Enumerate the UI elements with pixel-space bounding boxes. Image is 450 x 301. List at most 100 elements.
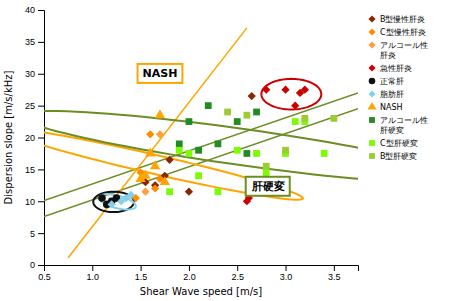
point xyxy=(98,194,106,202)
ellipse xyxy=(44,129,303,200)
annotations: NASH 肝硬変 xyxy=(138,64,290,196)
point xyxy=(244,150,251,157)
tick-mark xyxy=(189,265,190,271)
point xyxy=(301,86,309,94)
point xyxy=(146,130,154,138)
tick: 3.0 xyxy=(280,265,293,282)
legend-item: B型肝硬変 xyxy=(369,152,417,161)
legend-marker xyxy=(368,28,375,35)
tick-mark xyxy=(286,265,287,271)
trend-line xyxy=(68,28,247,258)
point xyxy=(263,169,270,176)
point xyxy=(176,147,183,154)
ellipse xyxy=(44,111,358,183)
annotation: NASH xyxy=(138,64,183,83)
legend-label: C型肝硬変 xyxy=(380,139,418,148)
annotation-box xyxy=(246,177,290,196)
y-axis: 0510152025303540 xyxy=(25,5,45,270)
tick-label: 3.5 xyxy=(328,272,341,282)
legend-marker xyxy=(369,140,375,146)
tick: 1.0 xyxy=(87,265,100,282)
point xyxy=(127,191,135,199)
tick: 2.5 xyxy=(231,265,244,282)
point xyxy=(185,188,193,196)
tick-label: 25 xyxy=(25,101,35,111)
point xyxy=(160,176,170,185)
point xyxy=(215,188,222,195)
legend-label: 急性肝炎 xyxy=(379,64,412,73)
tick-label: 1.0 xyxy=(87,272,100,282)
series xyxy=(176,102,260,157)
point xyxy=(281,86,289,94)
annotation-text: NASH xyxy=(143,67,178,80)
point xyxy=(205,102,212,109)
point xyxy=(140,170,150,179)
tick: 3.5 xyxy=(328,265,341,282)
legend-marker xyxy=(368,102,377,110)
plot-area xyxy=(44,28,358,258)
legend-marker xyxy=(368,41,375,48)
tick-label: 0.5 xyxy=(38,272,51,282)
legend-label: B型肝硬変 xyxy=(380,152,418,161)
tick-mark xyxy=(38,106,44,107)
tick-mark xyxy=(38,74,44,75)
tick: 10 xyxy=(25,197,44,207)
axis-line xyxy=(38,11,45,266)
series xyxy=(166,118,327,195)
legend-label: アルコール性肝炎 xyxy=(380,41,428,60)
point xyxy=(215,140,222,147)
point xyxy=(292,118,299,125)
point xyxy=(186,150,193,157)
legend-marker xyxy=(368,15,375,22)
legend-item: C型慢性肝炎 xyxy=(368,28,425,37)
tick-label: 10 xyxy=(25,197,35,207)
legend-label: NASH xyxy=(380,103,403,112)
tick-label: 2.5 xyxy=(231,272,244,282)
x-axis-title: Shear Wave speed [m/s] xyxy=(140,286,262,297)
point xyxy=(151,184,159,192)
legend-marker xyxy=(368,64,375,71)
tick-mark xyxy=(38,169,44,170)
point xyxy=(262,86,270,94)
series xyxy=(132,130,164,202)
point xyxy=(253,109,260,116)
annotation-box xyxy=(138,64,183,83)
point xyxy=(156,130,164,138)
legend-item: アルコール性肝硬変 xyxy=(369,116,428,135)
legend-label: 脂肪肝 xyxy=(380,90,404,99)
tick-mark xyxy=(38,10,44,11)
legend: B型慢性肝炎C型慢性肝炎アルコール性肝炎急性肝炎正常肝脂肪肝NASHアルコール性… xyxy=(368,15,428,161)
tick-mark xyxy=(237,265,238,271)
tick: 35 xyxy=(25,37,44,47)
tick-label: 40 xyxy=(25,5,35,15)
tick: 0.5 xyxy=(38,265,51,282)
series xyxy=(98,194,120,208)
tick-mark xyxy=(38,265,44,266)
point xyxy=(321,150,328,157)
legend-label: アルコール性肝硬変 xyxy=(380,116,428,135)
tick-mark xyxy=(38,201,44,202)
point xyxy=(282,147,289,154)
tick: 0 xyxy=(30,260,44,270)
tick: 25 xyxy=(25,101,44,111)
tick-label: 3.0 xyxy=(280,272,293,282)
tick-mark xyxy=(38,138,44,139)
point xyxy=(330,115,337,122)
tick-label: 5 xyxy=(30,229,35,239)
legend-item: C型肝硬変 xyxy=(369,139,418,148)
legend-marker xyxy=(369,153,375,159)
legend-item: 急性肝炎 xyxy=(368,64,412,73)
point xyxy=(150,160,160,169)
tick-label: 2.0 xyxy=(183,272,196,282)
tick-label: 35 xyxy=(25,37,35,47)
trend-line xyxy=(44,109,358,217)
chart: 0.51.01.52.02.53.03.50510152025303540She… xyxy=(0,0,450,301)
series xyxy=(135,109,169,185)
point xyxy=(224,109,231,116)
tick-mark xyxy=(38,42,44,43)
y-axis-title: Dispersion slope [m/s/kHz] xyxy=(3,71,14,205)
point xyxy=(141,188,149,196)
point xyxy=(165,156,173,164)
tick-label: 0 xyxy=(30,260,35,270)
annotation: 肝硬変 xyxy=(246,177,290,196)
